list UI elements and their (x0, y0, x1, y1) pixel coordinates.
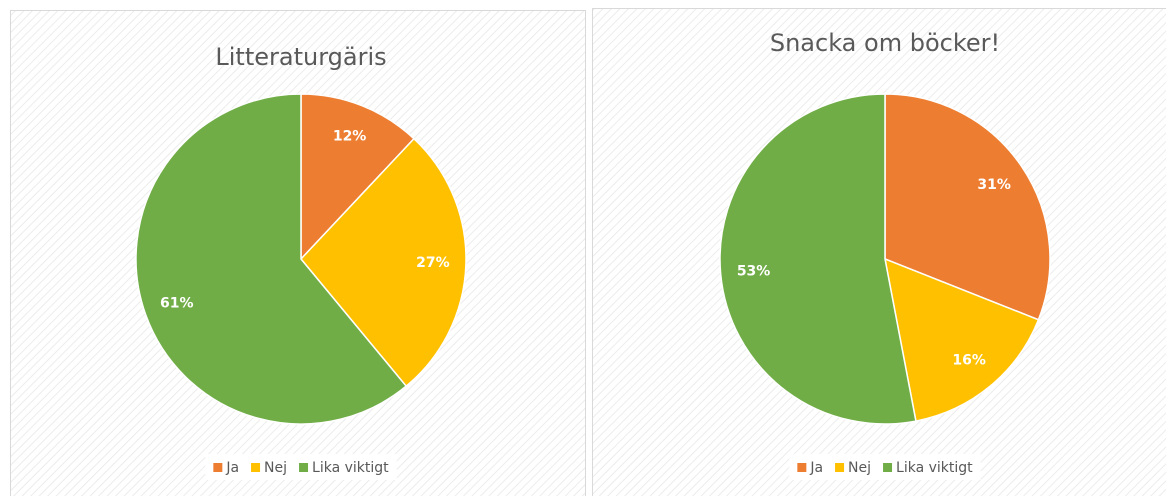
legend: Ja Nej Lika viktigt (205, 454, 397, 480)
legend-swatch (797, 463, 807, 472)
legend-label: Nej (848, 460, 871, 476)
legend-label: Nej (264, 460, 287, 476)
data-label: 16% (952, 353, 986, 369)
data-label: 61% (160, 296, 194, 312)
legend: Ja Nej Lika viktigt (789, 454, 981, 480)
chart-title: Litteraturgäris (215, 43, 386, 71)
pie-slice (135, 93, 408, 425)
legend-label: Ja (809, 460, 823, 476)
data-label: 12% (333, 128, 367, 144)
legend-swatch (251, 463, 261, 472)
legend-swatch (213, 463, 223, 472)
pie-slice (884, 257, 1040, 422)
pie-slice (300, 93, 416, 261)
legend-label: Lika viktigt (312, 460, 389, 476)
data-label: 31% (977, 177, 1011, 193)
legend-swatch (299, 463, 309, 472)
legend-label: Lika viktigt (896, 460, 973, 476)
legend-label: Ja (225, 460, 239, 476)
legend-swatch (883, 463, 893, 472)
pie-slice (300, 137, 467, 388)
pie-slice (884, 93, 1051, 321)
data-label: 27% (416, 255, 450, 271)
legend-swatch (835, 463, 845, 472)
pie-slice (719, 93, 917, 425)
chart-title: Snacka om böcker! (770, 29, 1000, 57)
data-label: 53% (737, 263, 771, 279)
